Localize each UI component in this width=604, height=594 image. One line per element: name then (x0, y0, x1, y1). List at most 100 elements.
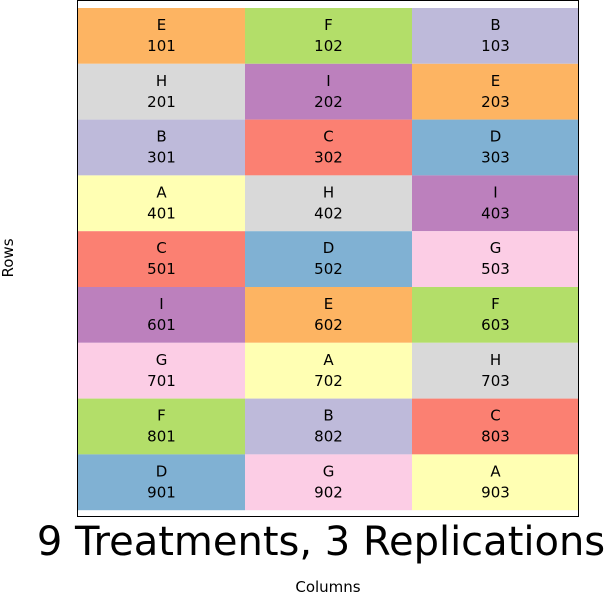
cell-fill (412, 231, 579, 287)
cell-treatment-label: E (491, 72, 500, 90)
plot-cell-201: H 201 (78, 63, 245, 120)
y-axis-label: Rows (0, 238, 17, 277)
cell-fill (78, 119, 245, 176)
cell-plot-number: 103 (481, 37, 510, 55)
cell-treatment-label: C (490, 407, 500, 425)
cell-plot-number: 703 (481, 372, 510, 390)
cell-treatment-label: C (323, 128, 333, 146)
cell-treatment-label: B (156, 128, 166, 146)
cell-plot-number: 501 (147, 260, 176, 278)
cell-plot-number: 903 (481, 483, 510, 501)
cell-plot-number: 701 (147, 372, 176, 390)
cell-fill (78, 63, 245, 120)
cell-plot-number: 801 (147, 428, 176, 446)
plot-cell-403: I 403 (412, 175, 579, 232)
cell-plot-number: 503 (481, 260, 510, 278)
plot-cell-401: A 401 (78, 175, 245, 232)
plot-cell-103: B 103 (412, 8, 579, 64)
cell-plot-number: 502 (314, 260, 343, 278)
cell-plot-number: 602 (314, 316, 343, 334)
cell-fill (78, 175, 245, 232)
plot-cell-703: H 703 (412, 342, 579, 399)
cell-plot-number: 803 (481, 428, 510, 446)
cell-plot-number: 603 (481, 316, 510, 334)
cell-plot-number: 403 (481, 204, 510, 222)
cell-fill (412, 63, 579, 120)
cell-treatment-label: I (326, 72, 330, 90)
cell-plot-number: 901 (147, 483, 176, 501)
cell-fill (412, 175, 579, 232)
cell-treatment-label: B (490, 16, 500, 34)
cell-fill (412, 119, 579, 176)
x-axis-label: Columns (295, 578, 360, 594)
plot-cell-802: B 802 (245, 398, 412, 455)
cell-fill (245, 119, 412, 176)
cell-fill (412, 398, 579, 455)
cell-plot-number: 303 (481, 149, 510, 167)
cell-fill (245, 342, 412, 399)
cell-treatment-label: G (323, 462, 335, 480)
cell-fill (412, 454, 579, 511)
cell-fill (245, 287, 412, 343)
cell-fill (78, 231, 245, 287)
cell-treatment-label: I (159, 295, 163, 313)
cell-plot-number: 402 (314, 204, 343, 222)
plot-cell-901: D 901 (78, 454, 245, 511)
cell-plot-number: 401 (147, 204, 176, 222)
cell-fill (245, 175, 412, 232)
plot-cell-203: E 203 (412, 63, 579, 120)
plot-cell-503: G 503 (412, 231, 579, 287)
cell-treatment-label: A (323, 351, 334, 369)
cell-treatment-label: B (323, 407, 333, 425)
cell-plot-number: 101 (147, 37, 176, 55)
cell-plot-number: 702 (314, 372, 343, 390)
plot-cell-903: A 903 (412, 454, 579, 511)
cell-treatment-label: F (491, 295, 500, 313)
cell-plot-number: 202 (314, 93, 343, 111)
cell-plot-number: 102 (314, 37, 343, 55)
cell-plot-number: 601 (147, 316, 176, 334)
plot-cell-702: A 702 (245, 342, 412, 399)
cell-treatment-label: A (156, 183, 167, 201)
plot-cell-701: G 701 (78, 342, 245, 399)
plot-cell-902: G 902 (245, 454, 412, 511)
plot-panel-border (77, 0, 579, 517)
cell-treatment-label: E (324, 295, 333, 313)
cell-fill (412, 8, 579, 64)
cell-treatment-label: G (156, 351, 168, 369)
cell-treatment-label: A (490, 462, 501, 480)
cell-plot-number: 203 (481, 93, 510, 111)
cell-fill (245, 231, 412, 287)
cell-fill (245, 454, 412, 511)
plot-cell-303: D 303 (412, 119, 579, 176)
cell-fill (245, 63, 412, 120)
plot-cell-302: C 302 (245, 119, 412, 176)
cell-fill (78, 8, 245, 64)
plot-cell-502: D 502 (245, 231, 412, 287)
cell-fill (78, 454, 245, 511)
cell-plot-number: 301 (147, 149, 176, 167)
cell-treatment-label: D (323, 239, 335, 257)
cell-fill (78, 398, 245, 455)
cell-fill (245, 8, 412, 64)
cell-treatment-label: G (490, 239, 502, 257)
plot-cell-202: I 202 (245, 63, 412, 120)
cell-plot-number: 302 (314, 149, 343, 167)
cell-treatment-label: F (324, 16, 333, 34)
cell-fill (78, 287, 245, 343)
chart-title: 9 Treatments, 3 Replications (37, 519, 604, 565)
cell-fill (78, 342, 245, 399)
cell-plot-number: 902 (314, 483, 343, 501)
plot-cell-101: E 101 (78, 8, 245, 64)
plot-cell-602: E 602 (245, 287, 412, 343)
cell-treatment-label: F (157, 407, 166, 425)
plot-cell-603: F 603 (412, 287, 579, 343)
cell-fill (245, 398, 412, 455)
cell-treatment-label: H (156, 72, 167, 90)
plot-cell-803: C 803 (412, 398, 579, 455)
plot-cell-301: B 301 (78, 119, 245, 176)
cell-plot-number: 201 (147, 93, 176, 111)
cell-treatment-label: H (323, 183, 334, 201)
plot-cell-402: H 402 (245, 175, 412, 232)
